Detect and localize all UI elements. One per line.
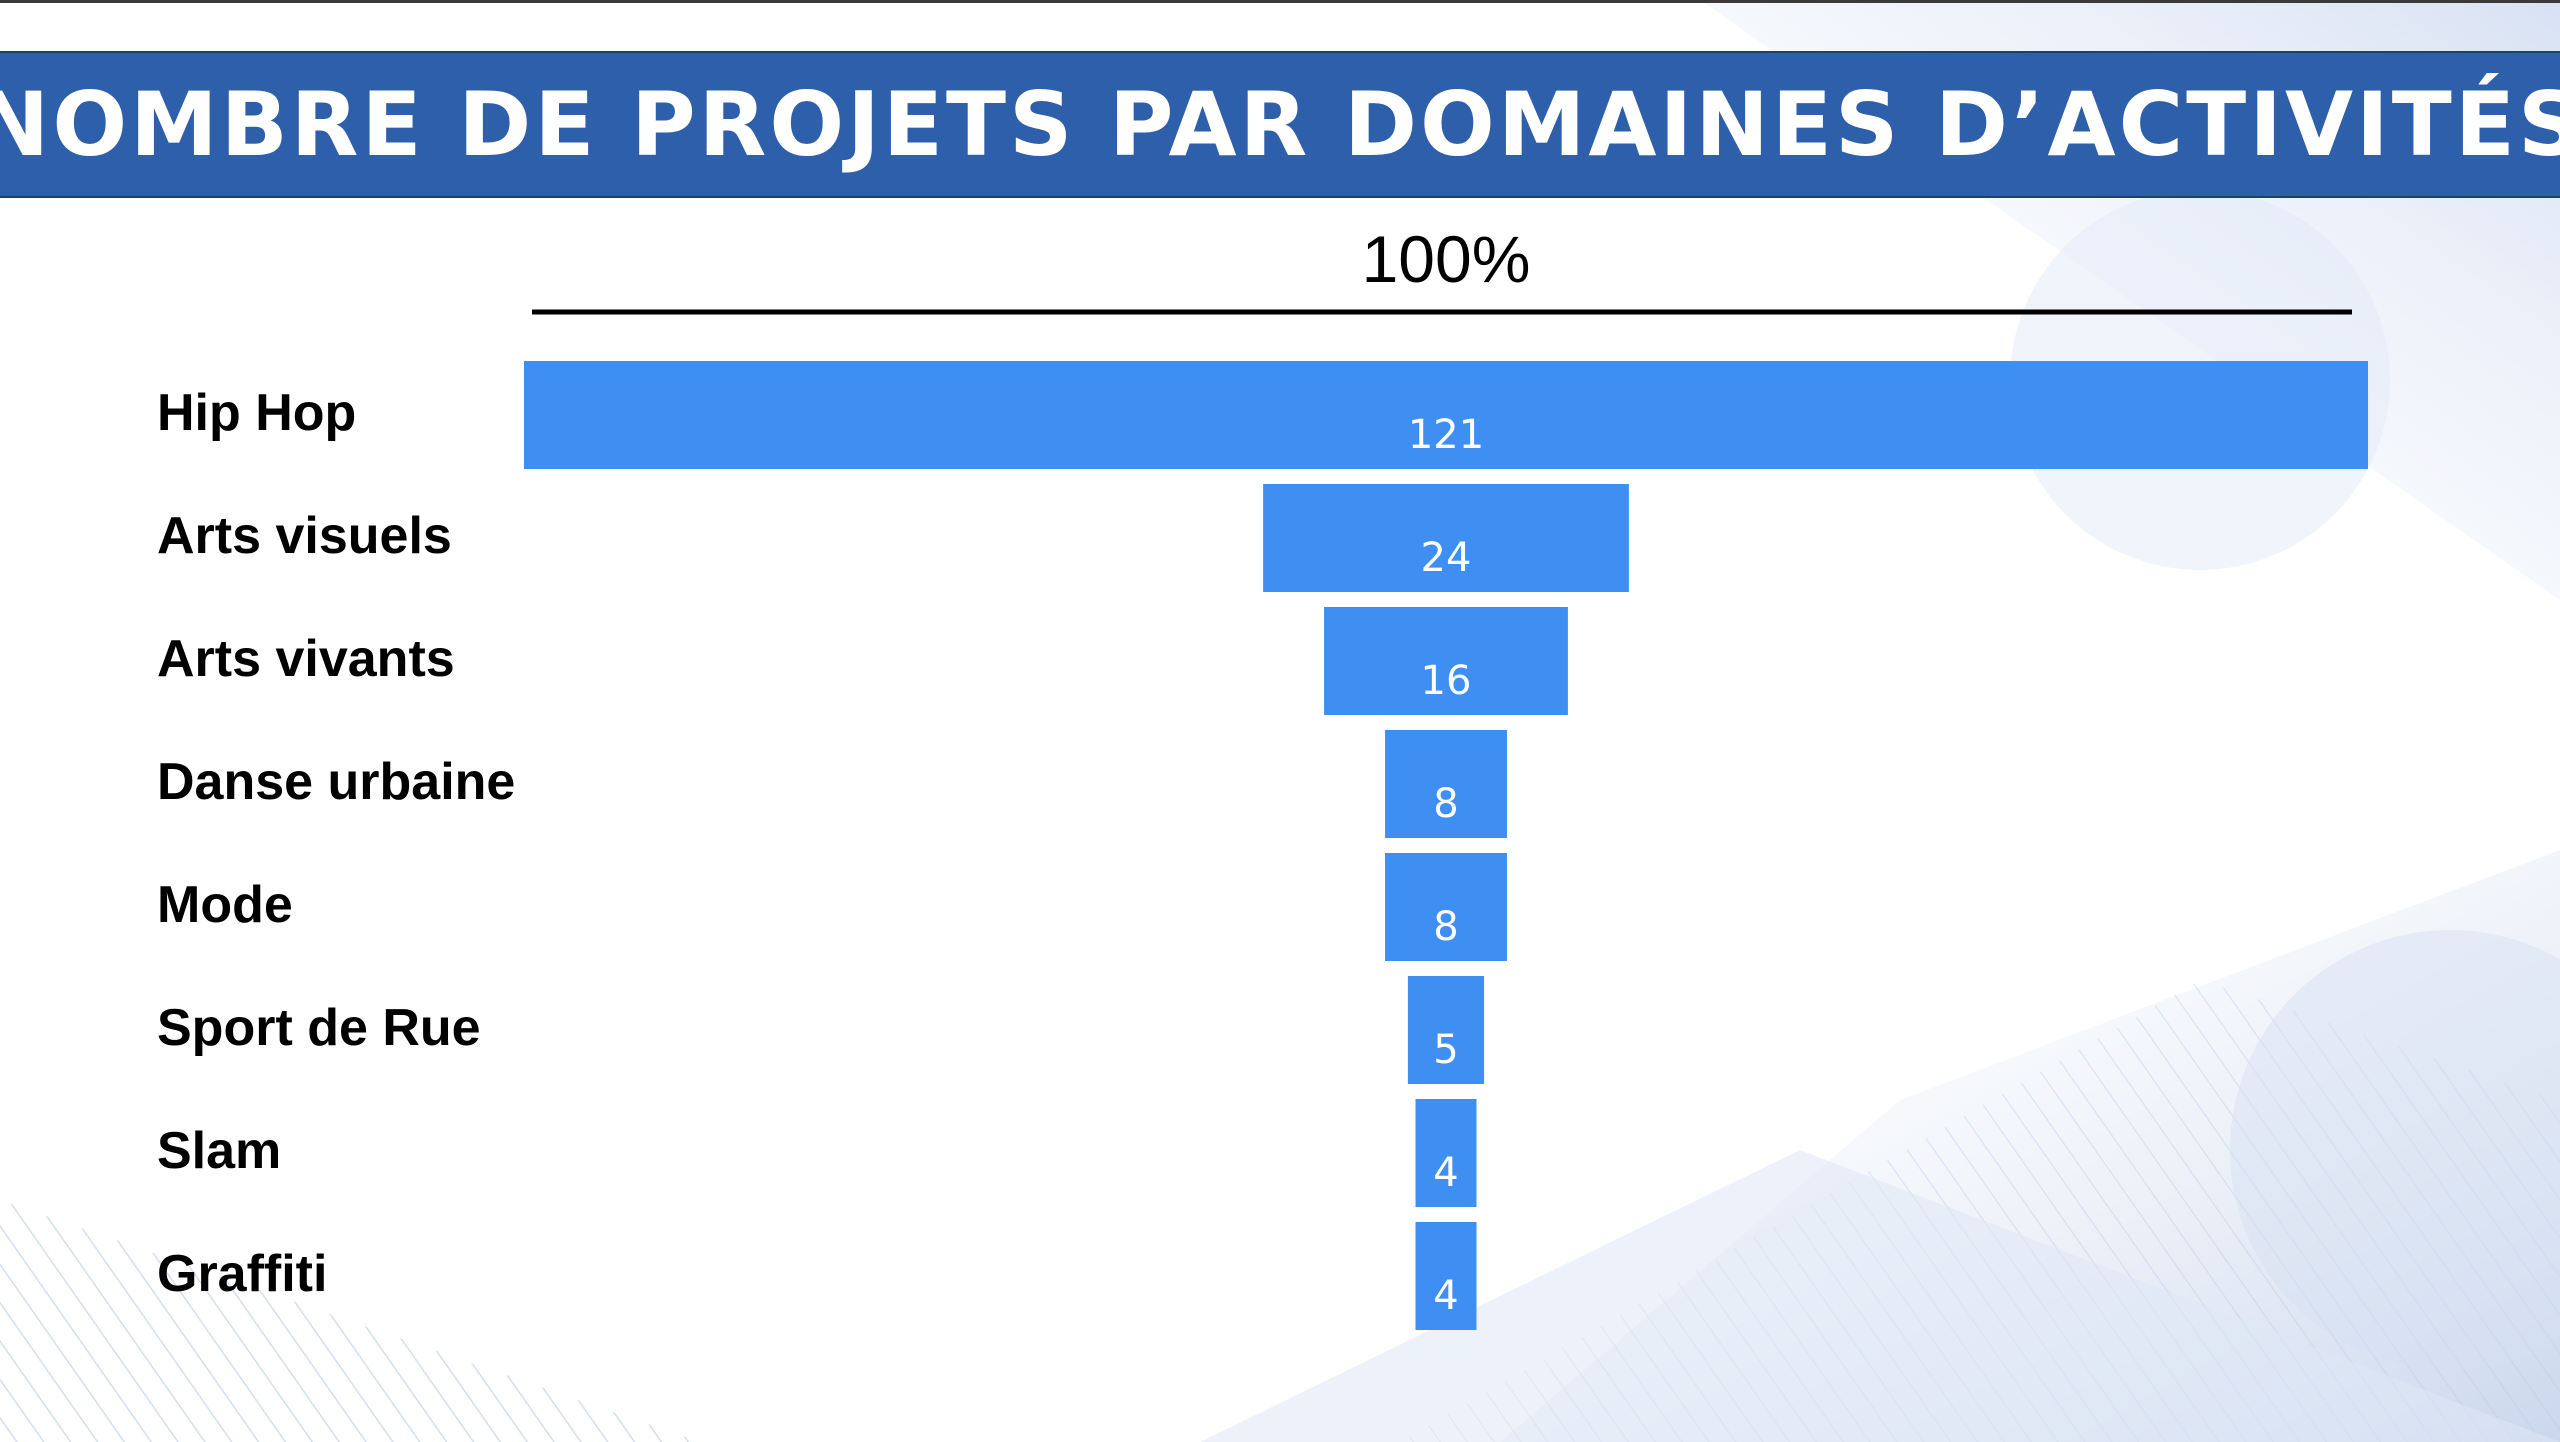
funnel-category-label-2: Arts visuels: [157, 507, 452, 565]
funnel-value-label-8: 4: [1433, 1273, 1458, 1319]
funnel-top-percent-label: 100%: [1362, 222, 1531, 296]
page-title: NOMBRE DE PROJETS PAR DOMAINES D’ACTIVIT…: [0, 73, 2560, 176]
funnel-bar-5: [1385, 853, 1507, 961]
top-border: [0, 0, 2560, 3]
funnel-category-label-6: Sport de Rue: [157, 999, 481, 1057]
funnel-value-label-1: 121: [1408, 412, 1484, 458]
funnel-category-label-1: Hip Hop: [157, 384, 356, 442]
funnel-category-label-4: Danse urbaine: [157, 753, 515, 811]
funnel-bar-8: [1415, 1222, 1477, 1330]
funnel-bar-7: [1415, 1099, 1477, 1207]
funnel-value-label-4: 8: [1433, 781, 1458, 827]
funnel-category-label-8: Graffiti: [157, 1245, 327, 1303]
funnel-value-label-3: 16: [1421, 658, 1472, 704]
funnel-value-label-7: 4: [1433, 1150, 1458, 1196]
funnel-bar-3: [1324, 607, 1568, 715]
funnel-category-label-3: Arts vivants: [157, 630, 455, 688]
funnel-bar-2: [1263, 484, 1629, 592]
funnel-bar-4: [1385, 730, 1507, 838]
funnel-value-label-6: 5: [1433, 1027, 1458, 1073]
funnel-category-label-5: Mode: [157, 876, 293, 934]
funnel-bar-1: [524, 361, 2368, 469]
funnel-value-label-2: 24: [1421, 535, 1472, 581]
funnel-bar-6: [1407, 976, 1485, 1084]
funnel-category-label-7: Slam: [157, 1122, 281, 1180]
title-bar: NOMBRE DE PROJETS PAR DOMAINES D’ACTIVIT…: [0, 51, 2560, 198]
funnel-value-label-5: 8: [1433, 904, 1458, 950]
